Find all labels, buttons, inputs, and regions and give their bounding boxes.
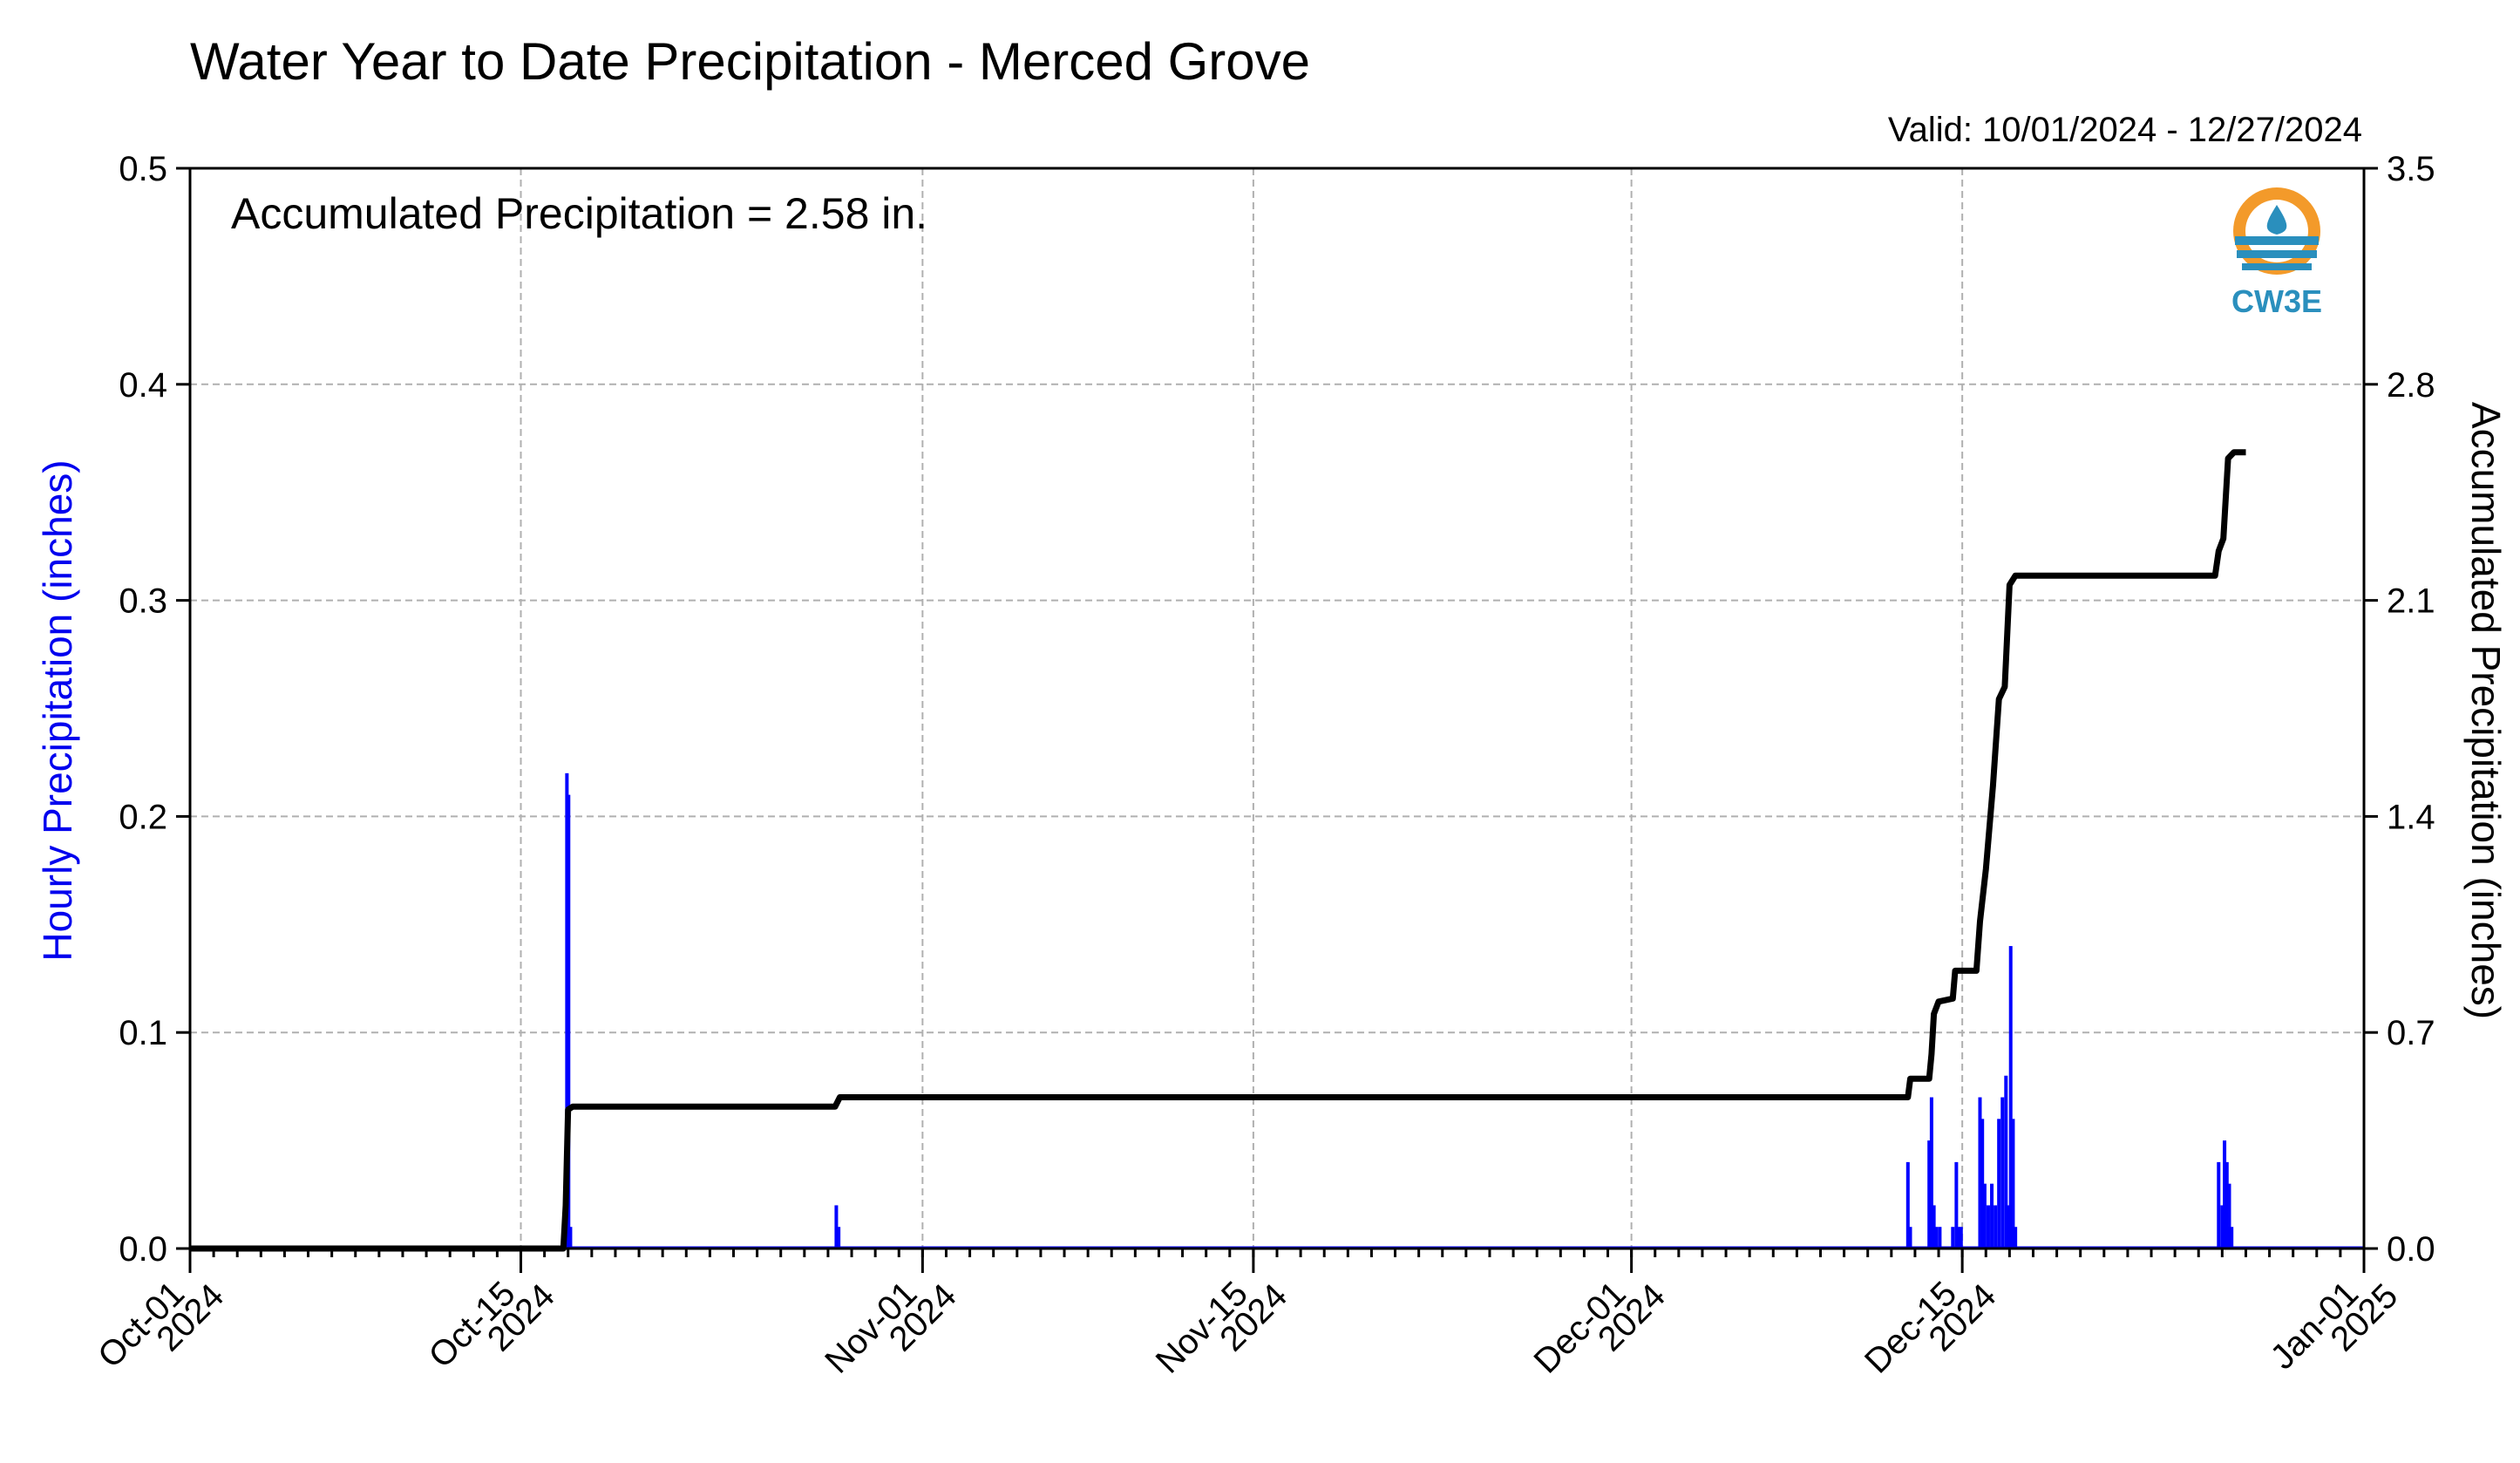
plot-frame: [188, 167, 2366, 1250]
accumulated-annotation: Accumulated Precipitation = 2.58 in.: [231, 189, 927, 238]
logo-wordmark-icon: CW3E: [2231, 283, 2322, 319]
hourly-bar: [2227, 1183, 2231, 1249]
hourly-bar: [2004, 1075, 2008, 1249]
cw3e-logo: [2233, 187, 2320, 275]
hourly-bar: [2011, 1119, 2015, 1249]
logo-wave-icon: [2242, 263, 2312, 270]
hourly-bar: [1957, 1227, 1961, 1249]
hourly-bar: [1990, 1183, 1994, 1249]
y-right-tick-label: 3.5: [2387, 150, 2435, 188]
y-left-tick-label: 0.4: [119, 366, 167, 405]
hourly-bar: [1994, 1205, 1998, 1249]
logo-wave-icon: [2237, 250, 2317, 258]
y-left-tick-label: 0.1: [119, 1014, 167, 1052]
hourly-bar: [1980, 1119, 1985, 1249]
hourly-bar: [1927, 1140, 1932, 1249]
hourly-bar: [1908, 1227, 1912, 1249]
hourly-bar: [1959, 1227, 1963, 1249]
hourly-bar: [2223, 1140, 2227, 1249]
hourly-bar: [2220, 1205, 2225, 1249]
hourly-bar: [1938, 1227, 1942, 1249]
hourly-bar: [567, 794, 571, 1249]
hourly-bar: [2007, 1205, 2011, 1249]
y-right-tick-label: 2.1: [2387, 582, 2435, 621]
y-right-tick-label: 1.4: [2387, 798, 2435, 836]
hourly-bar: [1986, 1205, 1990, 1249]
valid-date-range: Valid: 10/01/2024 - 12/27/2024: [1888, 111, 2362, 149]
hourly-bar: [1934, 1227, 1939, 1249]
y-right-tick-label: 0.7: [2387, 1014, 2435, 1052]
axis-ticks: 0.0 0.0 0.1 0.7 0.2 1.4 0.3 2.1 0.4 2.8 0.5 3.5 Oct-…: [91, 150, 2435, 1381]
hourly-bar: [834, 1205, 839, 1249]
grid-lines: [190, 168, 2364, 1249]
hourly-bar: [2225, 1161, 2229, 1249]
y-right-tick-label: 0.0: [2387, 1230, 2435, 1269]
y-left-tick-label: 0.2: [119, 798, 167, 836]
hourly-bar: [837, 1227, 841, 1249]
hourly-bar: [2014, 1227, 2018, 1249]
hourly-bar: [1932, 1205, 1936, 1249]
accumulated-line-group: [190, 449, 2246, 1252]
hourly-bar: [2008, 946, 2013, 1249]
chart-title: Water Year to Date Precipitation - Merce…: [190, 32, 1310, 91]
accumulated-line: [190, 449, 2246, 1252]
logo-wave-icon: [2235, 236, 2319, 245]
y-left-tick-label: 0.5: [119, 150, 167, 188]
hourly-bar: [2000, 1097, 2005, 1249]
hourly-bar: [2230, 1227, 2234, 1249]
hourly-bar: [1929, 1097, 1933, 1249]
y-right-tick-label: 2.8: [2387, 366, 2435, 405]
hourly-bar: [1982, 1183, 1987, 1249]
y-left-tick-label: 0.3: [119, 582, 167, 621]
hourly-bar: [568, 1227, 573, 1249]
hourly-bar: [1997, 1119, 2001, 1249]
y-axis-left-label: Hourly Precipitation (inches): [35, 459, 80, 961]
logo-drop-icon: [2266, 205, 2287, 235]
hourly-bar: [1954, 1161, 1959, 1249]
y-left-tick-label: 0.0: [119, 1230, 167, 1269]
hourly-bar: [1905, 1161, 1910, 1249]
hourly-bar: [2217, 1161, 2221, 1249]
hourly-bar: [1951, 1227, 1955, 1249]
y-axis-right-label: Accumulated Precipitation (inches): [2463, 402, 2509, 1019]
hourly-bar: [1978, 1097, 1982, 1249]
hourly-bars: [190, 772, 2364, 1249]
